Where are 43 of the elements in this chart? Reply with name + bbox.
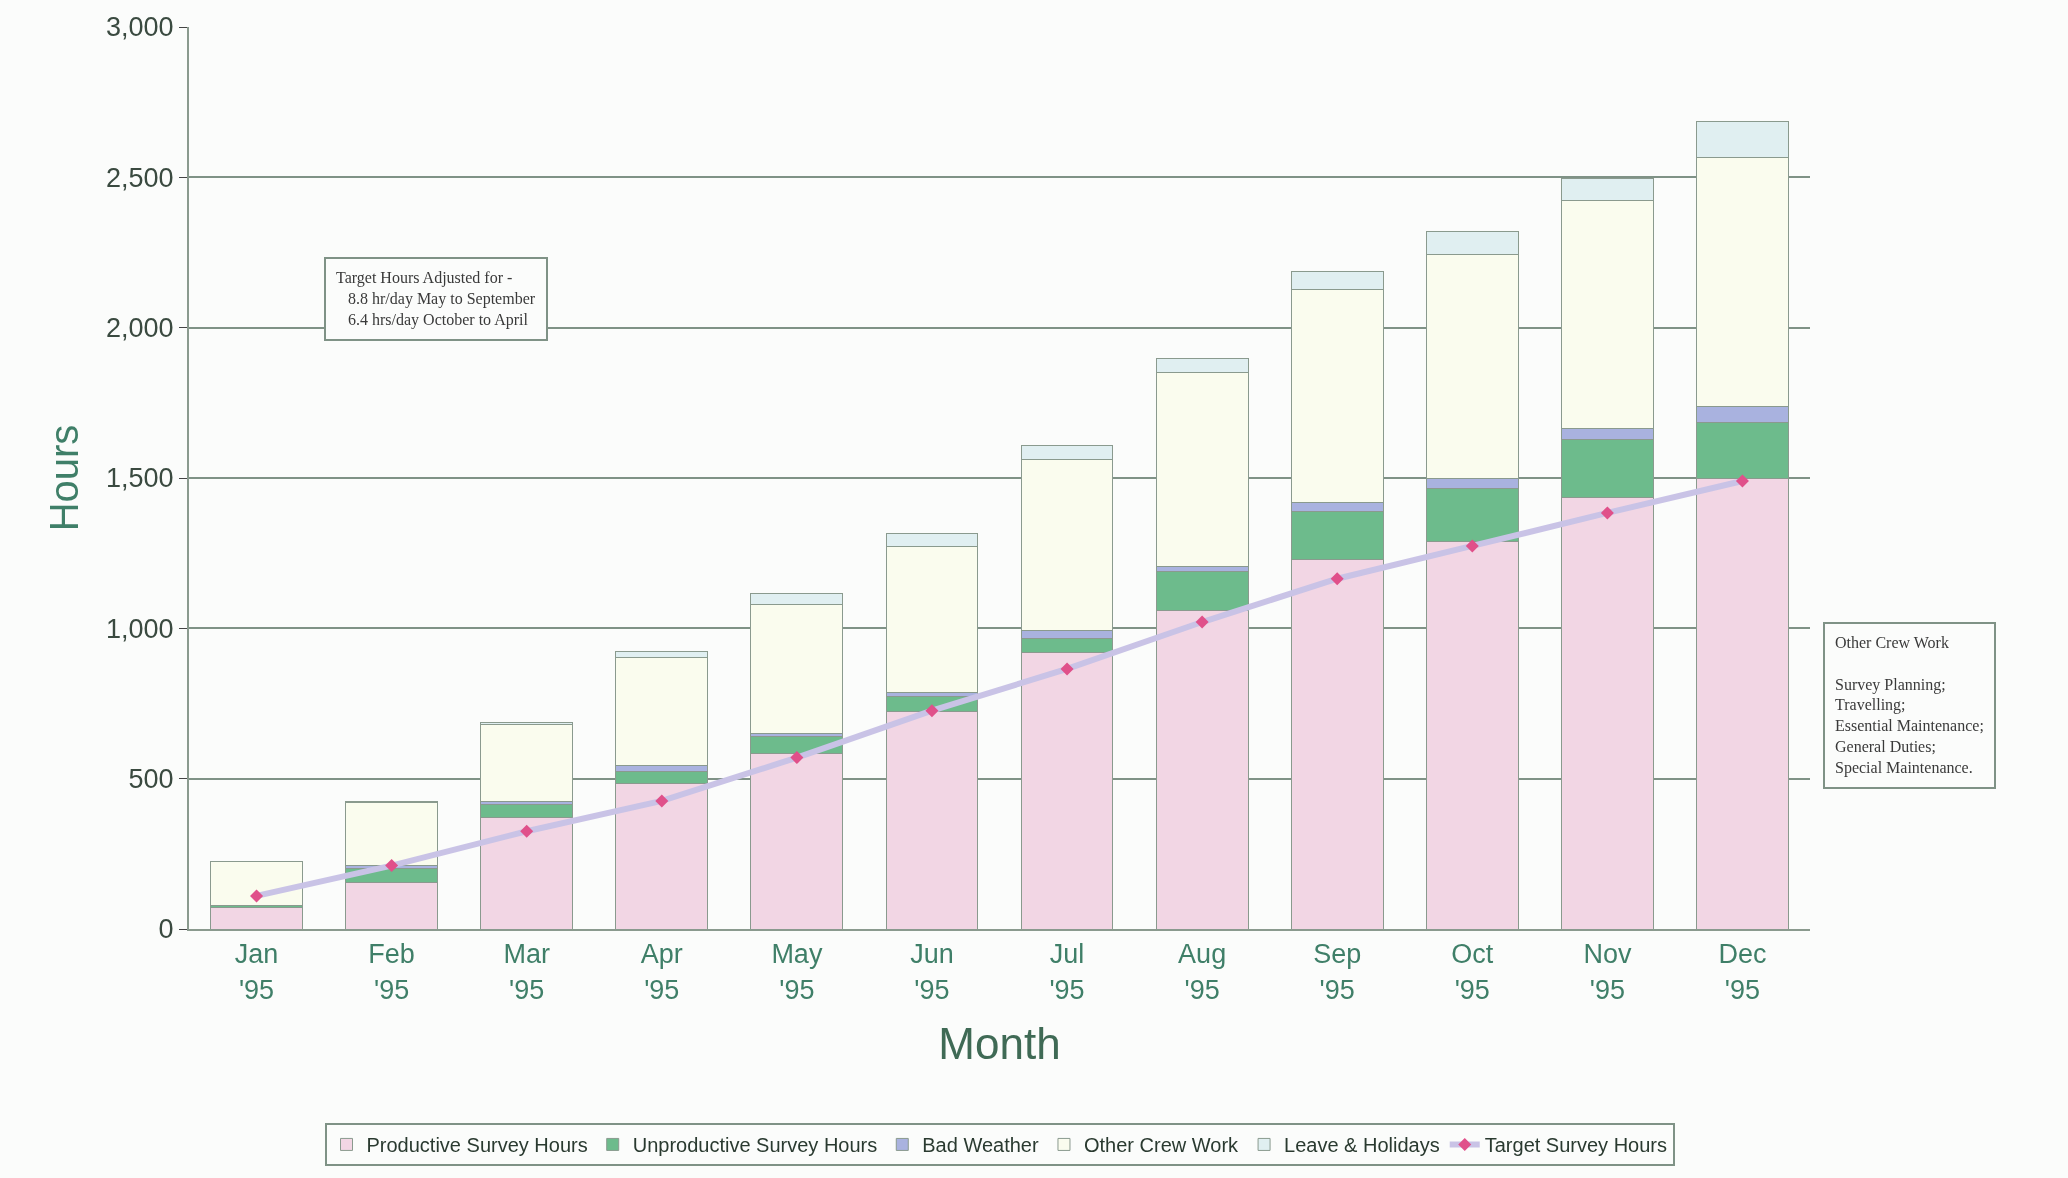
legend-label: Productive Survey Hours: [366, 1134, 588, 1157]
point: [1195, 615, 1209, 629]
y-tick-label: 500: [128, 764, 174, 795]
y-axis-title: Hours: [42, 424, 87, 532]
point: [790, 751, 804, 765]
x-tick-label: Sep '95: [1313, 939, 1362, 1005]
point: [250, 889, 264, 903]
legend-label: Leave & Holidays: [1284, 1134, 1440, 1157]
x-tick-label: Feb '95: [368, 939, 415, 1005]
point: [1600, 506, 1614, 520]
x-tick-label: Mar '95: [503, 939, 550, 1005]
bar: [345, 802, 439, 867]
point: [520, 824, 534, 838]
legend-label: Bad Weather: [922, 1134, 1039, 1157]
x-tick-label: Jun '95: [910, 939, 954, 1005]
x-tick-label: Aug '95: [1178, 939, 1227, 1005]
point: [1465, 539, 1479, 553]
legend-label: Target Survey Hours: [1484, 1134, 1668, 1157]
y-tick-label: 3,000: [106, 12, 174, 43]
x-axis-title: Month: [938, 1019, 1061, 1069]
point: [385, 859, 399, 873]
x-tick-label: May '95: [771, 939, 823, 1005]
legend-label: Other Crew Work: [1083, 1134, 1240, 1157]
point: [1330, 572, 1344, 586]
x-tick-label: Jan '95: [234, 939, 279, 1005]
point: [1060, 662, 1074, 676]
text: Other Crew Work Survey Planning; Travelling; Essential Maintenance; General Duties; Special Maintenance.: [1835, 634, 1984, 776]
point: [655, 794, 669, 808]
x-tick-label: Jul '95: [1049, 939, 1085, 1005]
y-tick-label: 0: [158, 914, 174, 945]
y-tick-label: 2,000: [106, 313, 174, 344]
y-tick-label: 2,500: [106, 162, 174, 193]
bar: [210, 861, 303, 907]
point: [1735, 474, 1749, 488]
y-tick-label: 1,000: [106, 613, 174, 644]
x-tick-label: Apr '95: [640, 939, 683, 1005]
point: [925, 704, 939, 718]
y-tick-label: 1,500: [106, 463, 174, 494]
x-tick-label: Oct '95: [1451, 939, 1494, 1005]
legend-label: Unproductive Survey Hours: [632, 1134, 878, 1157]
x-tick-label: Nov '95: [1583, 939, 1632, 1005]
annotation: Target Hours Adjusted for - 8.8 hr/day May to September 6.4 hrs/day October to April: [336, 269, 536, 329]
x-tick-label: Dec '95: [1718, 939, 1767, 1005]
